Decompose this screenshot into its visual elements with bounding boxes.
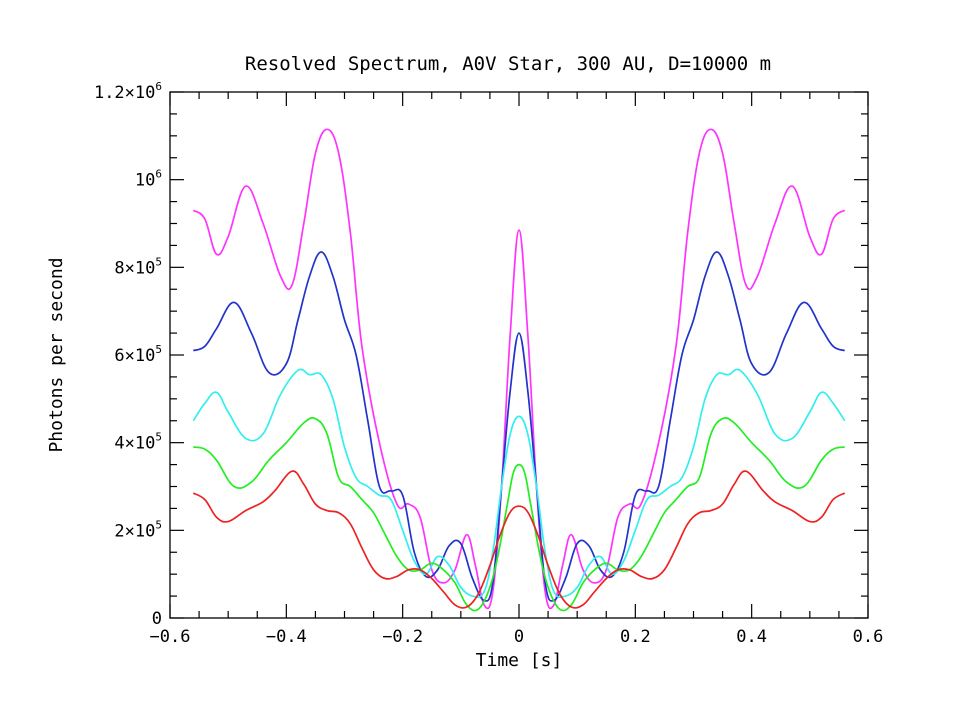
series-line-4	[193, 416, 845, 612]
chart-title: Resolved Spectrum, A0V Star, 300 AU, D=1…	[245, 53, 771, 75]
plot-frame	[169, 91, 869, 619]
y-tick-label: 0	[152, 609, 162, 629]
y-tick-mantissa: 4×10	[114, 434, 155, 454]
y-tick-mantissa: 2×10	[114, 521, 155, 541]
x-axis: −0.6 −0.4 −0.2 0 0.2 0.4 0.6	[150, 92, 884, 647]
series-lines	[192, 128, 846, 612]
x-tick-label: −0.6	[150, 627, 191, 647]
y-tick-mantissa: 10	[135, 171, 155, 191]
series-line-1	[192, 128, 846, 610]
x-tick-label: 0.2	[620, 627, 651, 647]
y-tick-exponent: 5	[155, 431, 162, 444]
y-tick-exponent: 6	[155, 80, 162, 93]
y-axis-label: Photons per second	[46, 257, 67, 452]
x-axis-label: Time [s]	[476, 650, 563, 671]
x-tick-label: −0.4	[266, 627, 307, 647]
y-tick-label: 8×105	[114, 255, 162, 278]
y-tick-label: 1.2×106	[94, 80, 162, 103]
y-tick-exponent: 5	[155, 255, 162, 268]
y-tick-label: 2×105	[114, 518, 162, 541]
y-tick-mantissa: 8×10	[114, 258, 155, 278]
x-tick-label: 0.4	[736, 627, 767, 647]
x-tick-label: 0	[514, 627, 524, 647]
series-line-5	[192, 470, 846, 609]
y-tick-mantissa: 1.2×10	[94, 83, 155, 103]
y-tick-mantissa: 6×10	[114, 346, 155, 366]
y-tick-exponent: 5	[155, 518, 162, 531]
y-tick-exponent: 6	[155, 168, 162, 181]
y-tick-label: 4×105	[114, 431, 162, 454]
series-line-3	[192, 368, 846, 599]
y-tick-exponent: 5	[155, 343, 162, 356]
x-tick-label: 0.6	[853, 627, 884, 647]
x-tick-label: −0.2	[382, 627, 423, 647]
y-tick-label: 106	[135, 168, 162, 191]
y-tick-label: 6×105	[114, 343, 162, 366]
series-line-2	[192, 251, 846, 602]
y-tick-mantissa: 0	[152, 609, 162, 629]
